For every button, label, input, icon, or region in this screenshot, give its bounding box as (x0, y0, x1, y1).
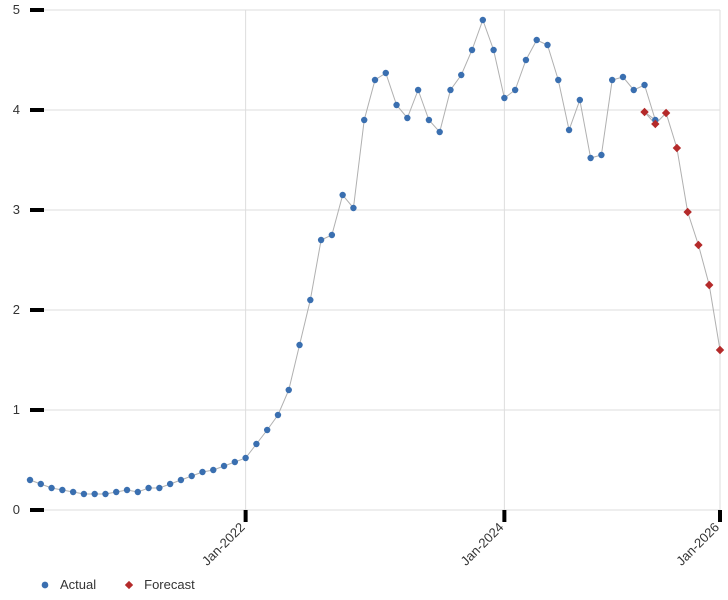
data-point-actual (199, 469, 205, 475)
data-point-actual (113, 489, 119, 495)
data-point-actual (415, 87, 421, 93)
data-point-actual (27, 477, 33, 483)
data-point-actual (350, 205, 356, 211)
y-axis-label: 5 (13, 2, 20, 17)
diamond-marker-icon (124, 580, 134, 590)
data-point-actual (566, 127, 572, 133)
data-point-actual (189, 473, 195, 479)
data-point-actual (587, 155, 593, 161)
data-point-actual (124, 487, 130, 493)
legend-label: Forecast (144, 577, 195, 592)
data-point-actual (458, 72, 464, 78)
y-axis-label: 2 (13, 302, 20, 317)
data-point-actual (48, 485, 54, 491)
data-point-actual (447, 87, 453, 93)
data-point-actual (383, 70, 389, 76)
data-point-actual (264, 427, 270, 433)
data-point-actual (81, 491, 87, 497)
data-point-actual (232, 459, 238, 465)
data-point-actual (38, 481, 44, 487)
data-point-actual (512, 87, 518, 93)
data-point-actual (102, 491, 108, 497)
chart-legend: Actual Forecast (40, 577, 195, 592)
data-point-actual (501, 95, 507, 101)
chart-canvas: 012345Jan-2022Jan-2024Jan-2026 (0, 0, 728, 600)
data-point-actual (490, 47, 496, 53)
data-point-actual (361, 117, 367, 123)
data-point-actual (404, 115, 410, 121)
data-point-actual (59, 487, 65, 493)
legend-item-actual: Actual (40, 577, 96, 592)
data-point-actual (156, 485, 162, 491)
data-point-actual (598, 152, 604, 158)
data-point-actual (178, 477, 184, 483)
data-point-actual (339, 192, 345, 198)
data-point-actual (544, 42, 550, 48)
data-point-actual (436, 129, 442, 135)
data-point-actual (91, 491, 97, 497)
time-series-chart: 012345Jan-2022Jan-2024Jan-2026 Actual Fo… (0, 0, 728, 600)
data-point-actual (523, 57, 529, 63)
data-point-actual (242, 455, 248, 461)
data-point-actual (329, 232, 335, 238)
y-axis-label: 4 (13, 102, 20, 117)
data-point-actual (296, 342, 302, 348)
data-point-actual (620, 74, 626, 80)
data-point-actual (469, 47, 475, 53)
y-axis-label: 3 (13, 202, 20, 217)
legend-item-forecast: Forecast (124, 577, 195, 592)
data-point-actual (393, 102, 399, 108)
data-point-actual (307, 297, 313, 303)
y-axis-label: 1 (13, 402, 20, 417)
data-point-actual (577, 97, 583, 103)
data-point-actual (167, 481, 173, 487)
data-point-actual (631, 87, 637, 93)
data-point-actual (609, 77, 615, 83)
data-point-actual (641, 82, 647, 88)
data-point-actual (221, 463, 227, 469)
data-point-actual (70, 489, 76, 495)
data-point-actual (555, 77, 561, 83)
data-point-actual (318, 237, 324, 243)
data-point-actual (534, 37, 540, 43)
data-point-actual (145, 485, 151, 491)
data-point-actual (210, 467, 216, 473)
data-point-actual (372, 77, 378, 83)
data-point-actual (253, 441, 259, 447)
data-point-actual (275, 412, 281, 418)
circle-marker-icon (40, 580, 50, 590)
legend-label: Actual (60, 577, 96, 592)
data-point-actual (135, 489, 141, 495)
data-point-actual (426, 117, 432, 123)
data-point-actual (480, 17, 486, 23)
data-point-actual (286, 387, 292, 393)
y-axis-label: 0 (13, 502, 20, 517)
